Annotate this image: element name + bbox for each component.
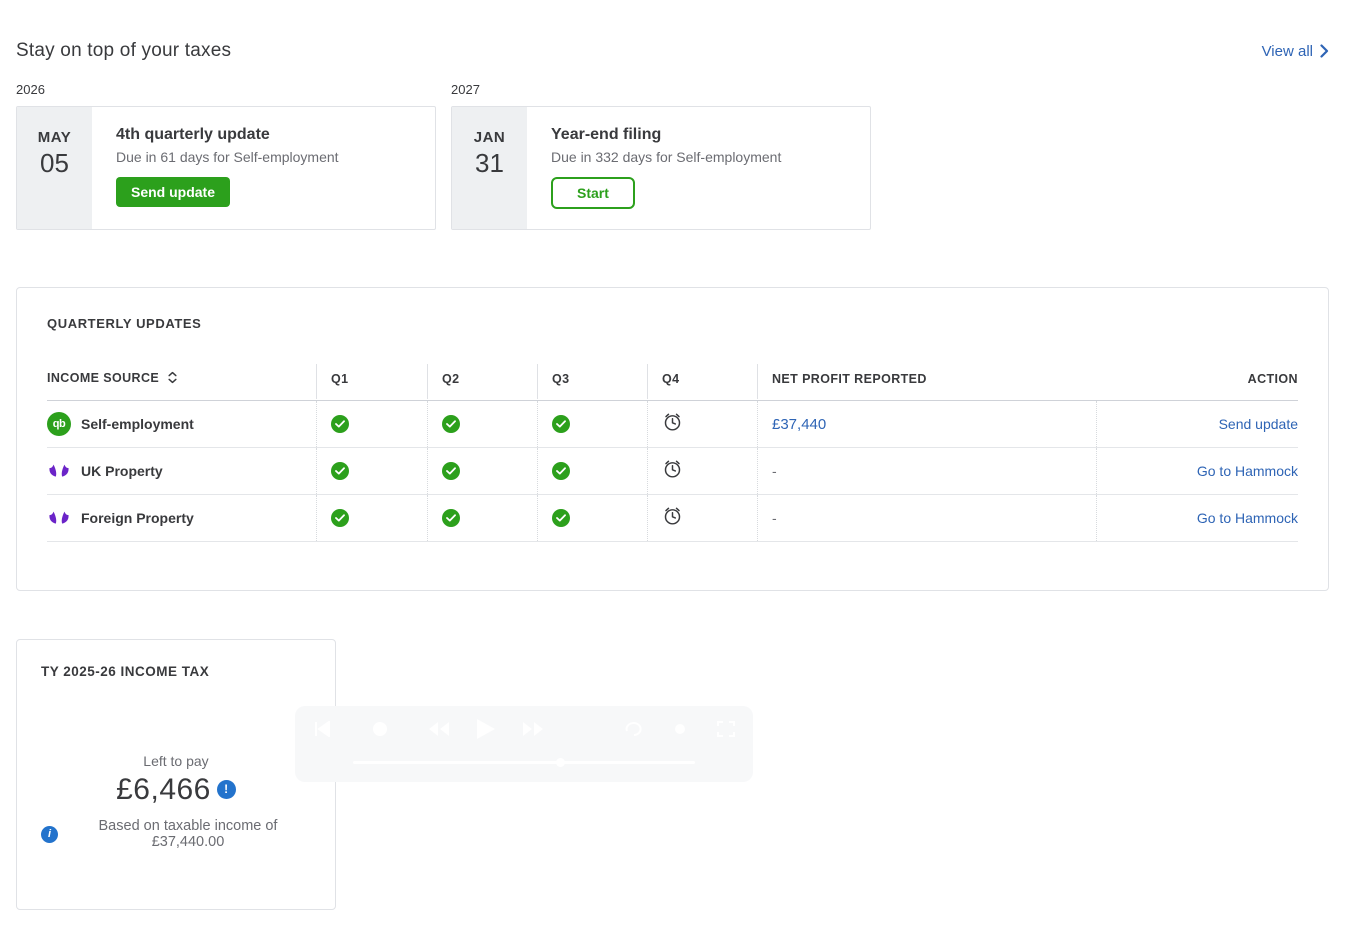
page-title: Stay on top of your taxes <box>16 40 232 61</box>
quarterly-updates-card: QUARTERLY UPDATES INCOME SOURCE Q1 Q2 Q3… <box>16 287 1329 591</box>
timeline-group-2027: 2027 JAN 31 Year-end filing Due in 332 d… <box>451 82 871 230</box>
deadline-body: Year-end filing Due in 332 days for Self… <box>527 107 805 229</box>
column-action: ACTION <box>1247 372 1298 386</box>
quarterly-updates-title: QUARTERLY UPDATES <box>47 316 202 331</box>
net-profit-empty: - <box>772 463 777 479</box>
deadline-timeline: 2026 MAY 05 4th quarterly update Due in … <box>16 82 1329 230</box>
year-label: 2026 <box>16 82 45 97</box>
column-net-profit: NET PROFIT REPORTED <box>757 364 1096 399</box>
table-header-row: INCOME SOURCE Q1 Q2 Q3 Q4 NET PROFIT REP… <box>47 363 1298 401</box>
send-update-button[interactable]: Send update <box>116 177 231 207</box>
column-q3: Q3 <box>537 364 647 399</box>
status-done-icon <box>442 462 460 480</box>
status-done-icon <box>331 415 349 433</box>
table-row-uk-property: UK Property - Go to Hammock <box>47 448 1298 495</box>
go-to-hammock-link[interactable]: Go to Hammock <box>1196 510 1298 526</box>
view-all-label: View all <box>1261 42 1313 60</box>
taxable-income-note-row: i Based on taxable income of £37,440.00 <box>41 818 311 850</box>
deadline-subtitle: Due in 332 days for Self-employment <box>551 149 782 165</box>
timeline-group-2026: 2026 MAY 05 4th quarterly update Due in … <box>16 82 436 230</box>
deadline-month: MAY <box>37 129 72 146</box>
status-done-icon <box>552 509 570 527</box>
status-done-icon <box>552 415 570 433</box>
deadline-day: 31 <box>475 148 504 178</box>
deadline-day: 05 <box>40 148 69 178</box>
deadline-title: Year-end filing <box>551 126 662 143</box>
income-source-name: UK Property <box>81 463 163 479</box>
status-done-icon <box>552 462 570 480</box>
left-to-pay-amount-row: £6,466! <box>41 773 311 807</box>
tax-dashboard-page: Stay on top of your taxes View all 2026 … <box>16 40 1329 910</box>
left-to-pay-label: Left to pay <box>143 753 209 769</box>
income-source-name: Foreign Property <box>81 510 194 526</box>
hammock-logo-icon <box>47 508 71 528</box>
deadline-month: JAN <box>473 129 506 146</box>
net-profit-link[interactable]: £37,440 <box>772 415 827 433</box>
status-pending-clock-icon <box>662 458 683 484</box>
sort-icon[interactable] <box>167 371 178 387</box>
income-tax-card: TY 2025-26 INCOME TAX Left to pay £6,466… <box>16 639 336 910</box>
quickbooks-logo-icon: qb <box>47 412 71 436</box>
deadline-date: JAN 31 <box>452 107 527 229</box>
page-header: Stay on top of your taxes View all <box>16 40 1329 62</box>
hammock-logo-icon <box>47 461 71 481</box>
go-to-hammock-link[interactable]: Go to Hammock <box>1196 463 1298 479</box>
status-done-icon <box>442 509 460 527</box>
info-icon: i <box>41 825 58 843</box>
income-tax-title: TY 2025-26 INCOME TAX <box>41 664 210 679</box>
status-pending-clock-icon <box>662 505 683 531</box>
status-done-icon <box>331 462 349 480</box>
deadline-date: MAY 05 <box>17 107 92 229</box>
table-row-self-employment: qb Self-employment £37,440 Send update <box>47 401 1298 448</box>
left-to-pay-amount: £6,466 <box>116 773 211 806</box>
view-all-link[interactable]: View all <box>1262 43 1329 60</box>
column-q4: Q4 <box>647 364 757 399</box>
taxable-income-note: Based on taxable income of £37,440.00 <box>98 818 278 850</box>
column-income-source[interactable]: INCOME SOURCE <box>47 363 316 400</box>
income-tax-summary: Left to pay £6,466! i Based on taxable i… <box>41 753 311 850</box>
status-pending-clock-icon <box>662 411 683 437</box>
send-update-link[interactable]: Send update <box>1218 416 1298 432</box>
net-profit-empty: - <box>772 510 777 526</box>
column-q2: Q2 <box>427 364 537 399</box>
deadline-subtitle: Due in 61 days for Self-employment <box>116 149 339 165</box>
deadline-title: 4th quarterly update <box>116 126 270 143</box>
deadline-body: 4th quarterly update Due in 61 days for … <box>92 107 363 229</box>
chevron-right-icon <box>1320 44 1329 58</box>
year-label: 2027 <box>451 82 480 97</box>
start-button[interactable]: Start <box>551 177 635 209</box>
status-done-icon <box>331 509 349 527</box>
status-done-icon <box>442 415 460 433</box>
info-alert-icon[interactable]: ! <box>216 779 236 799</box>
table-row-foreign-property: Foreign Property - Go to Hammock <box>47 495 1298 542</box>
deadline-card-year-end-filing: JAN 31 Year-end filing Due in 332 days f… <box>451 106 871 230</box>
deadline-card-quarterly-update: MAY 05 4th quarterly update Due in 61 da… <box>16 106 436 230</box>
income-source-name: Self-employment <box>81 416 194 432</box>
column-q1: Q1 <box>316 364 427 399</box>
quarterly-updates-table: INCOME SOURCE Q1 Q2 Q3 Q4 NET PROFIT REP… <box>47 363 1298 542</box>
